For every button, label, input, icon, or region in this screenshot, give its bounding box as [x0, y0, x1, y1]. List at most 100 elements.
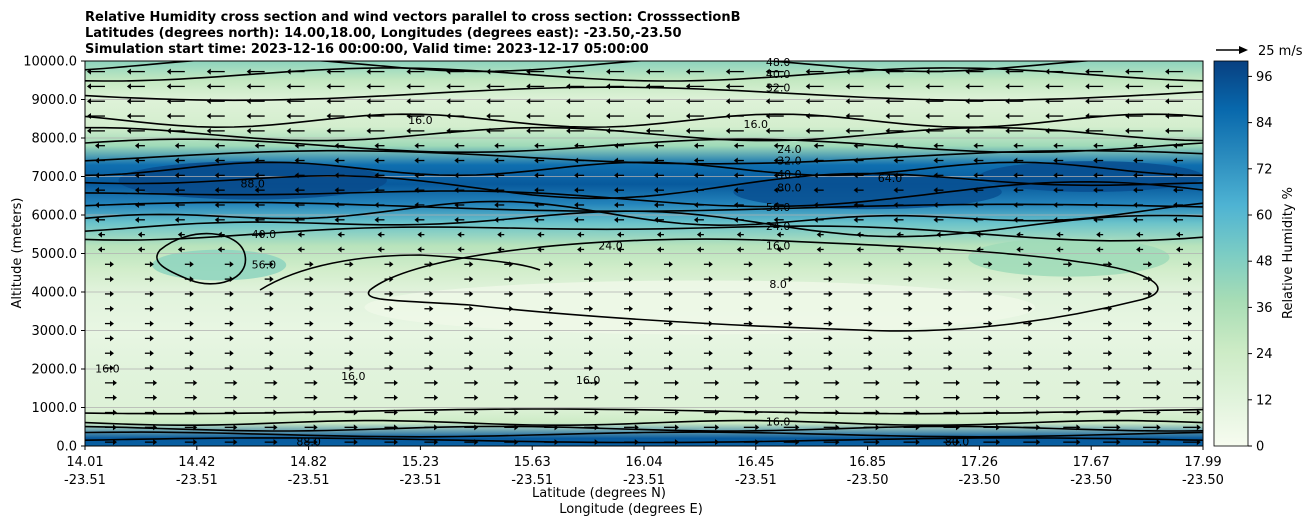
wind-vector-head [137, 246, 142, 253]
wind-vector-head [948, 261, 953, 268]
wind-vector-head [486, 68, 491, 75]
wind-vector-head [233, 439, 238, 446]
wind-vector-head [893, 216, 898, 223]
wind-vector-head [109, 261, 114, 268]
wind-vector-head [309, 305, 314, 312]
quiver-key-arrowhead-icon [1239, 46, 1248, 54]
wind-vector-head [1125, 68, 1130, 75]
wind-vector-head [313, 394, 318, 401]
wind-vector-head [389, 350, 394, 357]
contour-line [85, 126, 1203, 142]
wind-vector-head [1173, 157, 1178, 164]
wind-vector-head [693, 172, 698, 179]
wind-vector-head [1085, 113, 1090, 120]
wind-vector-head [606, 127, 611, 134]
wind-vector-head [896, 231, 901, 238]
wind-vector-head [566, 68, 571, 75]
wind-vector-head [393, 394, 398, 401]
wind-vector-head [614, 157, 619, 164]
wind-vector-head [374, 201, 379, 208]
wind-vector-head [614, 142, 619, 149]
wind-vector-head [988, 305, 993, 312]
wind-vector-head [1028, 261, 1033, 268]
wind-vector-head [214, 216, 219, 223]
contour-label: 32.0 [766, 81, 791, 94]
wind-vector-head [353, 394, 358, 401]
wind-vector-head [153, 409, 158, 416]
chart-title-line-1: Relative Humidity cross section and wind… [85, 10, 741, 25]
wind-vector-head [708, 335, 713, 342]
wind-vector-head [309, 365, 314, 372]
wind-vector-head [429, 365, 434, 372]
wind-vector-head [349, 290, 354, 297]
wind-vector-head [94, 142, 99, 149]
wind-vector-head [875, 394, 880, 401]
wind-vector-head [109, 365, 114, 372]
wind-vector-head [537, 246, 542, 253]
wind-vector-head [1068, 350, 1073, 357]
wind-vector-head [414, 201, 419, 208]
wind-vector-head [835, 439, 840, 446]
wind-vector-head [996, 394, 1001, 401]
wind-vector-head [349, 261, 354, 268]
wind-vector-head [925, 127, 930, 134]
wind-vector-head [976, 231, 981, 238]
wind-vector-head [174, 201, 179, 208]
wind-vector-head [725, 83, 730, 90]
wind-vector-head [229, 276, 234, 283]
wind-vector-head [1188, 335, 1193, 342]
wind-vector-head [1085, 68, 1090, 75]
contour-line [156, 232, 247, 285]
contour-label: 88.0 [240, 178, 265, 191]
wind-vector-head [112, 394, 117, 401]
wind-vector-head [965, 68, 970, 75]
wind-vector-head [389, 305, 394, 312]
wind-vector-head [206, 98, 211, 105]
wind-vector-head [1096, 246, 1101, 253]
contour-label: 24.0 [598, 239, 623, 252]
y-tick-label: 10000.0 [23, 55, 77, 70]
wind-vector-head [349, 335, 354, 342]
wind-vector-head [845, 127, 850, 134]
wind-vector-head [1108, 305, 1113, 312]
wind-vector-head [97, 231, 102, 238]
wind-vector-head [668, 365, 673, 372]
wind-vector-head [853, 142, 858, 149]
wind-vector-head [1028, 335, 1033, 342]
wind-vector-head [589, 365, 594, 372]
wind-vector-head [925, 113, 930, 120]
wind-vector-head [788, 261, 793, 268]
quiver-key: 25 m/s [1216, 44, 1303, 59]
wind-vector-head [86, 98, 91, 105]
wind-vector-head [634, 394, 639, 401]
wind-vector-head [634, 424, 639, 431]
wind-vector-head [813, 142, 818, 149]
wind-vector-head [725, 68, 730, 75]
wind-vector-head [313, 379, 318, 386]
wind-vector-head [153, 379, 158, 386]
wind-vector-head [668, 261, 673, 268]
x-tick-label-lat: 17.26 [961, 455, 998, 470]
wind-vector-head [393, 409, 398, 416]
wind-vector-head [915, 379, 920, 386]
wind-vector-head [269, 365, 274, 372]
colorbar-tick-label: 96 [1256, 70, 1273, 85]
wind-vector-head [868, 350, 873, 357]
wind-vector-head [594, 379, 599, 386]
y-tick-label: 7000.0 [32, 170, 78, 185]
wind-vector-head [534, 142, 539, 149]
wind-vector-head [773, 157, 778, 164]
wind-vector-head [349, 276, 354, 283]
wind-vector-head [708, 305, 713, 312]
wind-vector-head [273, 409, 278, 416]
wind-vector-head [765, 127, 770, 134]
wind-vector-head [955, 439, 960, 446]
wind-vector-head [514, 409, 519, 416]
wind-vector-head [537, 231, 542, 238]
wind-vector-head [189, 276, 194, 283]
contour-label: 32.0 [777, 155, 802, 168]
wind-vector-head [748, 335, 753, 342]
wind-vector-head [566, 127, 571, 134]
humid-core-west [118, 161, 387, 200]
wind-vector-head [1036, 379, 1041, 386]
